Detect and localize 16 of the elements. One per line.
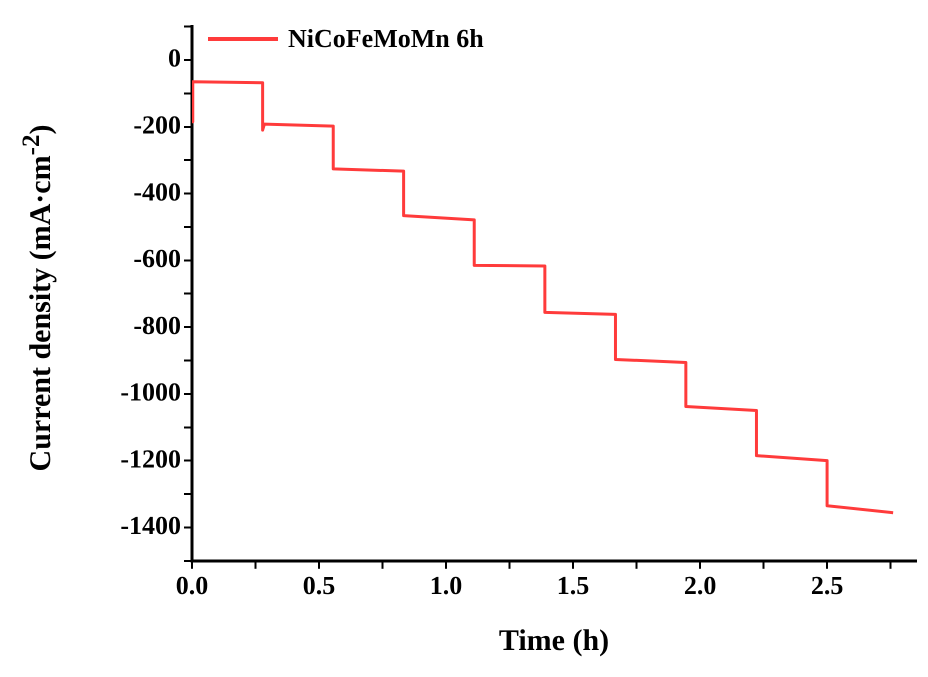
y-tick-label: -600 xyxy=(133,244,181,274)
x-tick-label: 1.0 xyxy=(430,571,462,600)
y-tick-label: -1000 xyxy=(120,378,181,407)
y-tick-label: 0 xyxy=(168,44,181,73)
y-tick-label: -400 xyxy=(133,177,181,206)
x-axis-title: Time (h) xyxy=(498,624,610,657)
x-tick-label: 2.5 xyxy=(810,571,844,600)
x-tick-label: 0.5 xyxy=(302,571,336,600)
y-tick-label: -200 xyxy=(133,110,181,140)
y-tick-label: -1200 xyxy=(120,444,181,474)
legend-label: NiCoFeMoMn 6h xyxy=(288,24,484,54)
y-tick-label: -800 xyxy=(133,310,181,340)
x-tick-label: 2.0 xyxy=(684,571,716,600)
x-tick-label: 1.5 xyxy=(556,571,590,600)
x-tick-label: 0.0 xyxy=(176,571,208,600)
y-tick-label: -1400 xyxy=(120,511,181,540)
